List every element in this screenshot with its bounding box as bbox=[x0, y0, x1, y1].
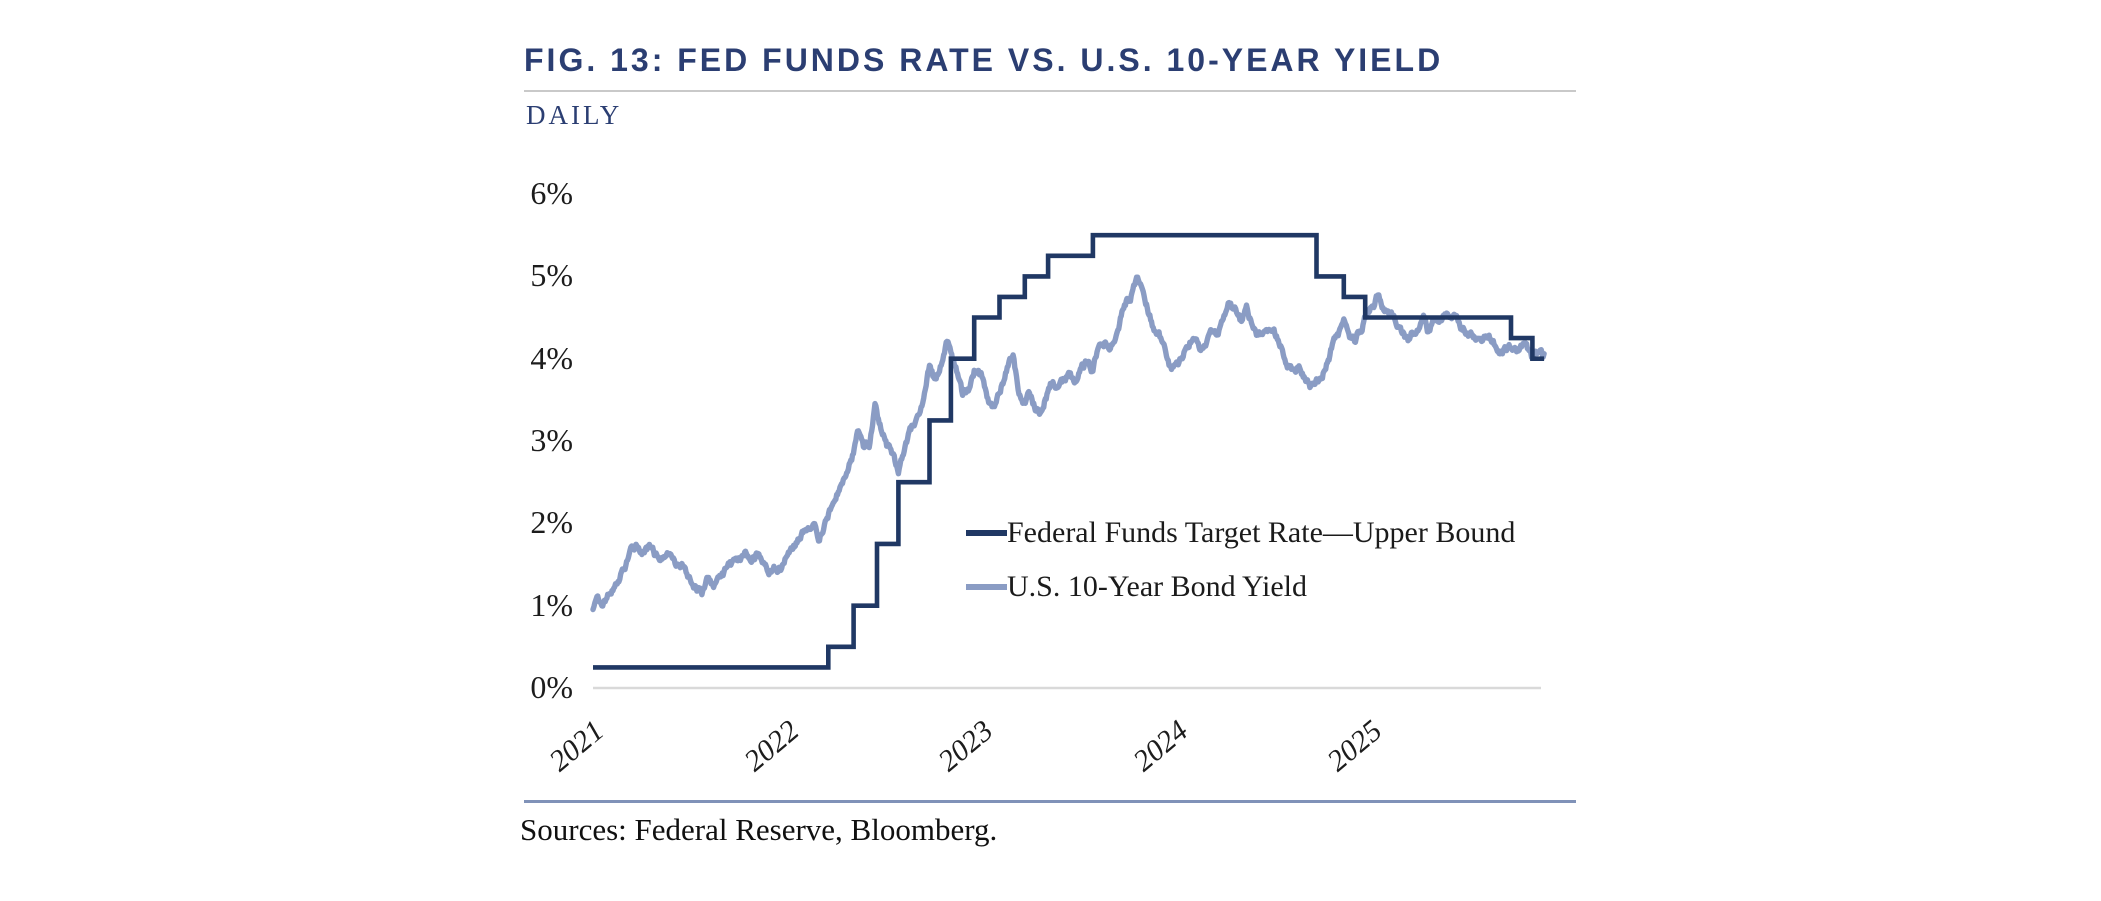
title-divider-rule bbox=[524, 90, 1576, 92]
sources-text: Sources: Federal Reserve, Bloomberg. bbox=[520, 812, 998, 847]
figure-title: FIG. 13: FED FUNDS RATE VS. U.S. 10-YEAR… bbox=[524, 42, 1444, 78]
series-fed-funds-step-line bbox=[593, 232, 1545, 670]
footer-divider-rule bbox=[524, 800, 1576, 803]
series-10-year-yield-line bbox=[590, 274, 1547, 613]
figure-subtitle: DAILY bbox=[526, 100, 623, 130]
